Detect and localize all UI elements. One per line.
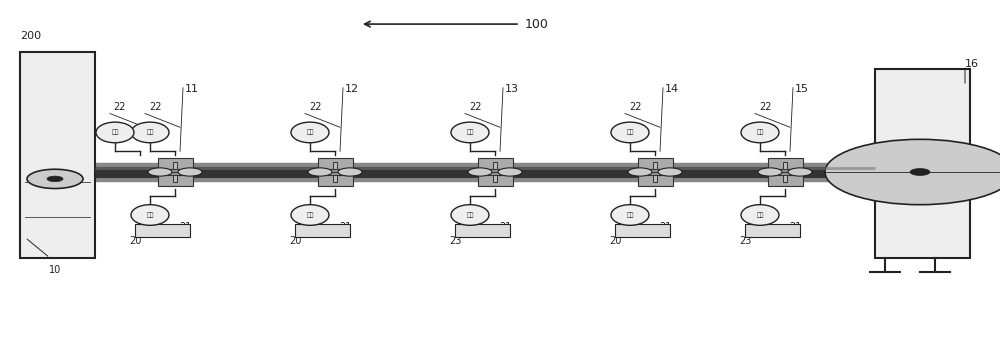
Text: 21: 21 <box>499 222 511 232</box>
Bar <box>162 169 187 172</box>
Bar <box>162 172 187 175</box>
Text: 22: 22 <box>309 102 321 112</box>
Text: 11: 11 <box>185 84 199 95</box>
Bar <box>333 162 337 169</box>
Circle shape <box>910 169 930 175</box>
Circle shape <box>825 139 1000 205</box>
Ellipse shape <box>611 122 649 143</box>
Circle shape <box>658 168 682 176</box>
Bar <box>173 175 177 182</box>
Bar <box>158 158 192 186</box>
Ellipse shape <box>451 205 489 225</box>
Text: 14: 14 <box>665 84 679 95</box>
Bar <box>638 158 673 186</box>
Text: 温度: 温度 <box>306 130 314 135</box>
Text: 20: 20 <box>609 236 621 246</box>
Ellipse shape <box>291 122 329 143</box>
Ellipse shape <box>291 205 329 225</box>
Text: 22: 22 <box>469 102 481 112</box>
Text: 20: 20 <box>289 236 301 246</box>
Circle shape <box>788 168 812 176</box>
Bar <box>615 224 670 237</box>
Circle shape <box>178 168 202 176</box>
Bar <box>493 162 497 169</box>
Text: 22: 22 <box>629 102 641 112</box>
Bar <box>318 158 352 186</box>
Bar <box>783 162 787 169</box>
Bar <box>322 169 348 172</box>
Ellipse shape <box>741 205 779 225</box>
Text: 21: 21 <box>179 222 191 232</box>
Ellipse shape <box>741 122 779 143</box>
Bar <box>643 169 668 172</box>
Bar <box>295 224 350 237</box>
Bar <box>322 172 348 175</box>
Text: 温度: 温度 <box>466 130 474 135</box>
Text: 22: 22 <box>114 102 126 112</box>
Text: 22: 22 <box>149 102 161 112</box>
Text: 压力: 压力 <box>306 212 314 218</box>
Bar <box>135 224 190 237</box>
Text: 21: 21 <box>659 222 671 232</box>
Text: 温度: 温度 <box>756 130 764 135</box>
Bar <box>783 175 787 182</box>
Text: 温度: 温度 <box>111 130 119 135</box>
Circle shape <box>468 168 492 176</box>
Bar <box>773 172 798 175</box>
Text: 21: 21 <box>789 222 801 232</box>
Circle shape <box>148 168 172 176</box>
Circle shape <box>498 168 522 176</box>
Bar <box>478 158 512 186</box>
Circle shape <box>27 169 83 189</box>
Text: 15: 15 <box>795 84 809 95</box>
Ellipse shape <box>96 122 134 143</box>
Text: 21: 21 <box>339 222 351 232</box>
Circle shape <box>758 168 782 176</box>
Circle shape <box>47 176 63 182</box>
Text: 22: 22 <box>759 102 771 112</box>
Bar <box>482 172 507 175</box>
Text: 16: 16 <box>965 59 979 69</box>
Text: 10: 10 <box>49 265 61 275</box>
Ellipse shape <box>611 205 649 225</box>
Text: 13: 13 <box>505 84 519 95</box>
Bar <box>875 69 970 258</box>
Ellipse shape <box>131 205 169 225</box>
Bar <box>173 162 177 169</box>
Text: 压力: 压力 <box>466 212 474 218</box>
Bar <box>773 169 798 172</box>
Ellipse shape <box>451 122 489 143</box>
Bar <box>455 224 510 237</box>
Bar <box>653 175 657 182</box>
Bar <box>653 162 657 169</box>
Text: 温度: 温度 <box>146 130 154 135</box>
Bar <box>493 175 497 182</box>
Text: 温度: 温度 <box>626 130 634 135</box>
Bar <box>768 158 803 186</box>
Text: 压力: 压力 <box>626 212 634 218</box>
Text: 20: 20 <box>129 236 141 246</box>
Text: 100: 100 <box>525 18 549 31</box>
Text: 200: 200 <box>20 31 41 41</box>
Text: 压力: 压力 <box>146 212 154 218</box>
Bar <box>333 175 337 182</box>
Text: 压力: 压力 <box>756 212 764 218</box>
Ellipse shape <box>131 122 169 143</box>
Circle shape <box>628 168 652 176</box>
Circle shape <box>308 168 332 176</box>
Bar <box>20 52 95 258</box>
Bar <box>643 172 668 175</box>
Bar <box>482 169 507 172</box>
Text: 23: 23 <box>739 236 751 246</box>
Bar <box>745 224 800 237</box>
Text: 23: 23 <box>449 236 461 246</box>
Text: 12: 12 <box>345 84 359 95</box>
Circle shape <box>338 168 362 176</box>
